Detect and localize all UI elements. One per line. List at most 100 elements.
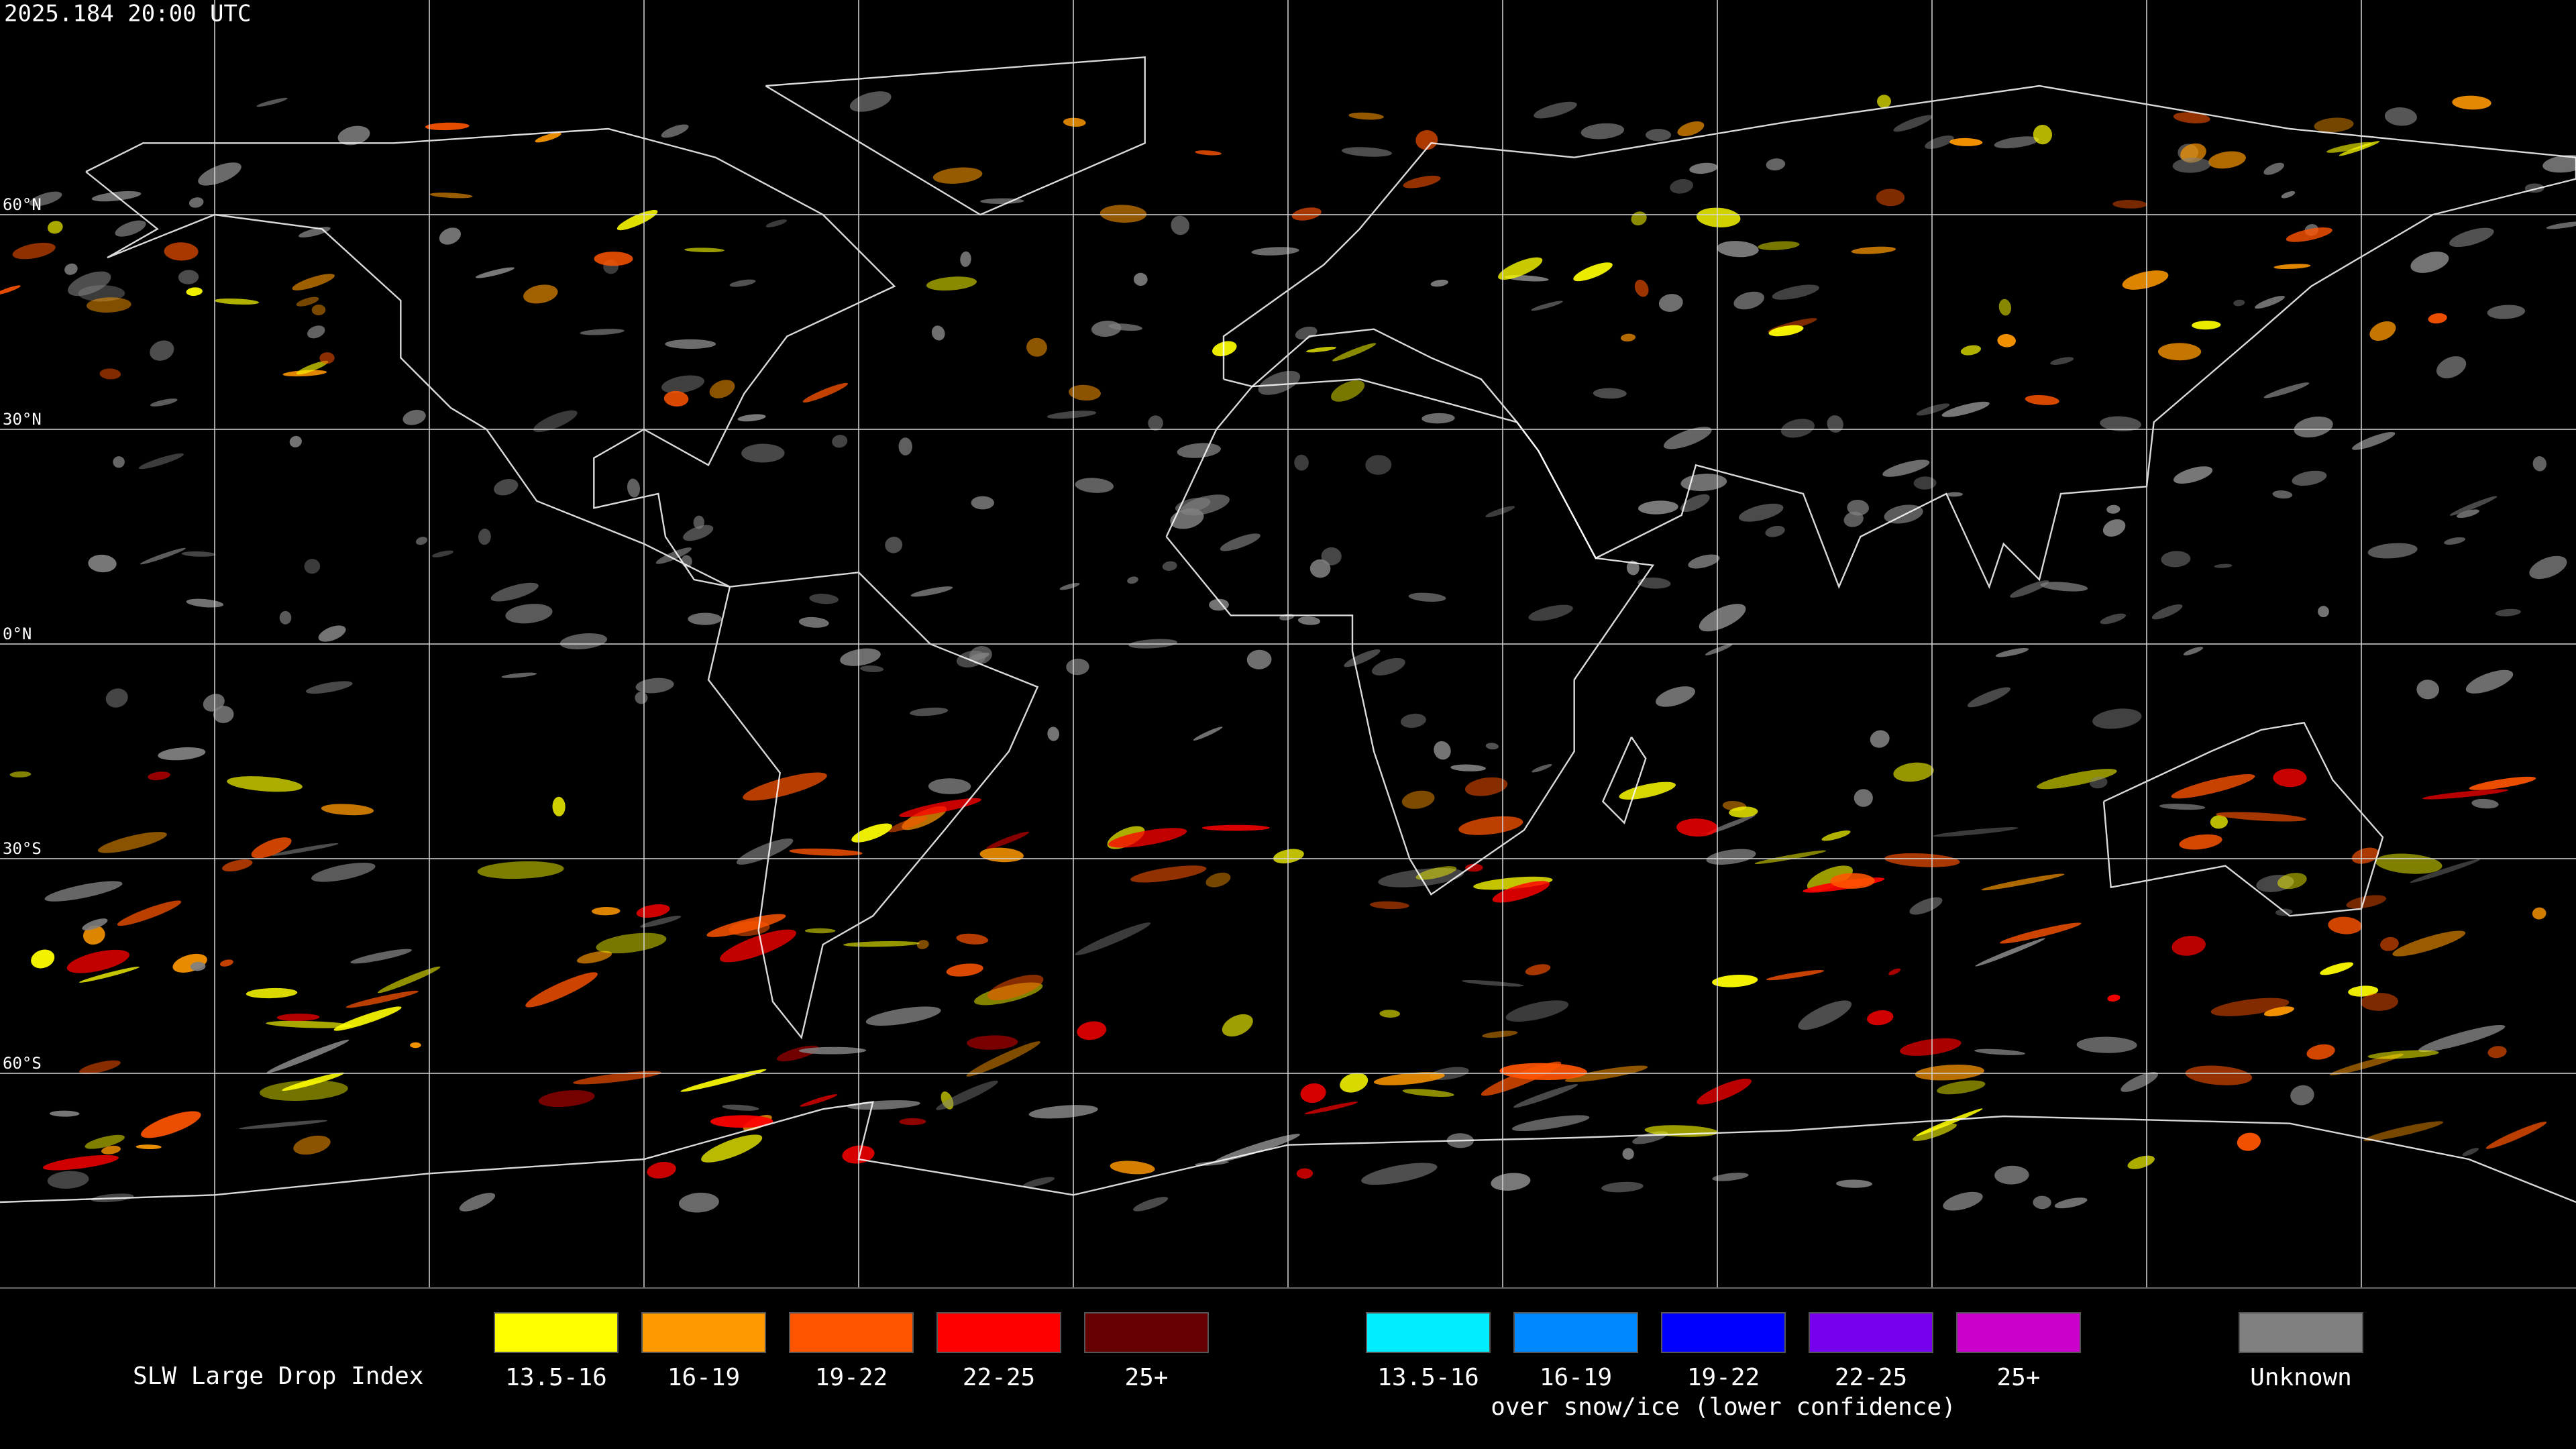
cloud-patch [150, 340, 174, 361]
cloud-patch [2273, 768, 2307, 788]
cloud-patch [1373, 1072, 1445, 1085]
legend-swatch [789, 1312, 914, 1353]
cloud-patch [971, 496, 995, 510]
cloud-patch [1876, 189, 1905, 207]
cloud-patch [885, 537, 903, 553]
cloud-patch [2462, 1148, 2479, 1157]
cloud-patch [2100, 613, 2127, 625]
cloud-patch [1305, 346, 1337, 353]
cloud-patch [1638, 577, 1671, 589]
cloud-patch [741, 443, 785, 463]
cloud-patch [832, 435, 848, 448]
cloud-patch [2183, 647, 2204, 655]
cloud-patch [2487, 305, 2526, 319]
cloud-patch [789, 848, 863, 856]
cloud-patch [12, 242, 56, 260]
cloud-patch [296, 297, 319, 307]
cloud-patch [138, 453, 184, 470]
cloud-patch [1877, 95, 1891, 109]
cloud-patch [1047, 727, 1060, 741]
cloud-patch [410, 1042, 421, 1049]
cloud-patch [319, 352, 335, 364]
legend-title: SLW Large Drop Index [133, 1362, 423, 1390]
cloud-patch [2471, 798, 2499, 809]
cloud-patch [378, 966, 441, 994]
cloud-patch [1997, 333, 2016, 347]
cloud-patch [2367, 543, 2418, 559]
cloud-patch [932, 167, 983, 184]
cloud-patch [1075, 478, 1114, 493]
cloud-patch [1974, 1049, 2025, 1055]
cloud-patch [2185, 1065, 2253, 1085]
cloud-patch [655, 547, 692, 564]
cloud-patch [840, 648, 881, 666]
cloud-patch [2529, 555, 2567, 580]
cloud-patch [478, 529, 491, 545]
cloud-patch [227, 776, 303, 792]
cloud-patch [181, 551, 216, 557]
cloud-patch [1482, 1030, 1518, 1038]
legend-swatch [1661, 1312, 1786, 1353]
cloud-patch [722, 1104, 759, 1111]
latitude-label: 30°N [3, 410, 42, 429]
cloud-patch [2208, 151, 2246, 169]
cloud-patch [1181, 494, 1230, 516]
cloud-patch [140, 547, 186, 565]
cloud-patch [1949, 138, 1983, 146]
cloud-patch [2292, 470, 2327, 486]
cloud-patch [2102, 519, 2126, 537]
cloud-patch [141, 1111, 201, 1138]
cloud-patch [936, 1080, 998, 1110]
legend: 13.5-16 16-19 19-22 22-25 25+ 13.5-16 16-19 19-… [494, 1312, 2363, 1421]
cloud-patch [1754, 850, 1827, 864]
cloud-patch [1220, 533, 1260, 551]
cloud-patch [429, 193, 473, 199]
cloud-patch [2172, 157, 2211, 173]
cloud-patch [2161, 551, 2191, 568]
cloud-patch [1689, 162, 1718, 174]
legend-swatch [1084, 1312, 1209, 1353]
cloud-patch [2326, 142, 2372, 153]
cloud-patch [86, 297, 131, 313]
cloud-patch [1421, 413, 1455, 424]
cloud-patch [2380, 936, 2399, 951]
cloud-patch [79, 966, 140, 983]
cloud-patch [1370, 901, 1409, 910]
cloud-patch [2090, 776, 2108, 789]
cloud-patch [415, 537, 428, 545]
cloud-patch [1994, 1165, 2029, 1185]
cloud-patch [1712, 974, 1758, 987]
cloud-patch [29, 191, 62, 207]
cloud-patch [533, 410, 578, 433]
cloud-patch [843, 941, 920, 947]
cloud-patch [1026, 337, 1047, 357]
cloud-patch [765, 219, 787, 227]
cloud-patch [1214, 1134, 1300, 1163]
legend-label: 13.5-16 [1377, 1364, 1479, 1391]
timestamp: 2025.184 20:00 UTC [4, 1, 251, 28]
cloud-patch [266, 1039, 350, 1073]
cloud-patch [2173, 112, 2210, 123]
legend-swatch [1956, 1312, 2081, 1353]
legend-label: 19-22 [1687, 1364, 1760, 1391]
cloud-patch [2010, 580, 2049, 598]
cloud-patch [931, 325, 945, 341]
cloud-patch [1884, 853, 1960, 867]
cloud-layer [0, 91, 2576, 1213]
legend-swatch [494, 1312, 619, 1353]
cloud-patch [2542, 154, 2576, 173]
cloud-patch [710, 1115, 773, 1128]
cloud-patch [1593, 388, 1627, 399]
cloud-patch [960, 251, 971, 267]
cloud-patch [1798, 1000, 1852, 1030]
cloud-patch [1705, 643, 1733, 655]
cloud-patch [640, 916, 682, 928]
cloud-patch [1836, 1179, 1872, 1188]
cloud-patch [2106, 504, 2121, 514]
cloud-patch [158, 747, 206, 761]
cloud-patch [2306, 1044, 2335, 1060]
cloud-patch [2263, 382, 2310, 398]
cloud-patch [804, 928, 836, 934]
cloud-patch [47, 1171, 89, 1189]
cloud-patch [1656, 686, 1695, 707]
